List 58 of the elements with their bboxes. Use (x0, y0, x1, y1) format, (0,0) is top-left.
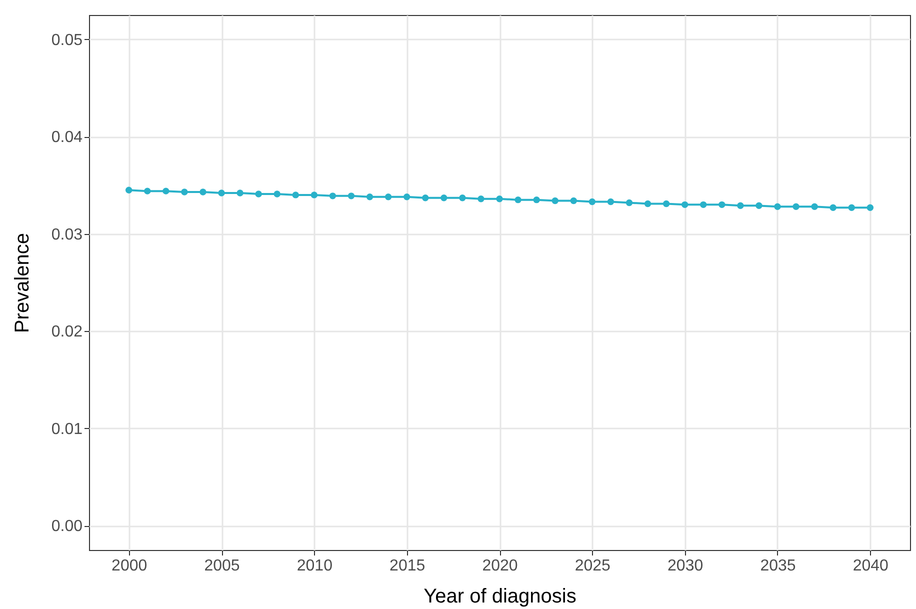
point (514, 196, 522, 204)
y-tick-label: 0.02 (51, 324, 83, 341)
point (274, 190, 280, 198)
point (662, 200, 670, 208)
x-tick-label: 2000 (112, 558, 148, 574)
point (329, 192, 336, 200)
point (607, 198, 614, 206)
point (588, 198, 596, 206)
point (756, 202, 762, 209)
point (181, 188, 188, 196)
point (478, 196, 484, 202)
point (440, 194, 448, 202)
point (236, 190, 244, 196)
point (403, 194, 410, 200)
point (774, 203, 781, 210)
point (384, 194, 392, 200)
y-axis-title: Prevalence (12, 232, 34, 334)
x-tick-label: 2020 (482, 558, 518, 574)
x-tick-label: 2005 (204, 558, 240, 574)
point (459, 194, 466, 202)
point (700, 201, 707, 208)
y-tick-label: 0.00 (51, 518, 83, 536)
point (681, 201, 688, 208)
x-tick-label: 2015 (390, 558, 426, 574)
point (496, 196, 503, 202)
point (848, 204, 855, 211)
point (200, 188, 206, 196)
y-tick-label: 0.04 (51, 129, 83, 146)
point (830, 204, 836, 211)
point (552, 197, 558, 204)
x-tick-label: 2010 (296, 558, 333, 574)
point (255, 190, 262, 198)
y-tick-label: 0.01 (51, 420, 83, 438)
point (348, 192, 355, 200)
point (533, 196, 540, 204)
point (292, 192, 299, 198)
point (310, 192, 318, 198)
x-tick-label: 2040 (852, 558, 889, 574)
y-tick-label: 0.03 (51, 226, 83, 244)
point (366, 194, 374, 200)
point (644, 200, 652, 208)
point (626, 199, 633, 206)
point (570, 197, 577, 204)
point (718, 201, 726, 208)
point (811, 203, 818, 210)
x-axis-title: Year of diagnosis (424, 586, 576, 608)
point (422, 194, 429, 202)
point (866, 204, 874, 211)
point (792, 203, 800, 210)
point (144, 188, 151, 194)
point (125, 186, 132, 194)
y-tick-label: 0.05 (51, 32, 83, 49)
point (162, 188, 170, 194)
x-tick-label: 2030 (668, 558, 704, 574)
point (218, 190, 225, 196)
x-tick-label: 2025 (574, 558, 611, 574)
x-tick-label: 2035 (760, 558, 796, 574)
point (737, 202, 744, 209)
